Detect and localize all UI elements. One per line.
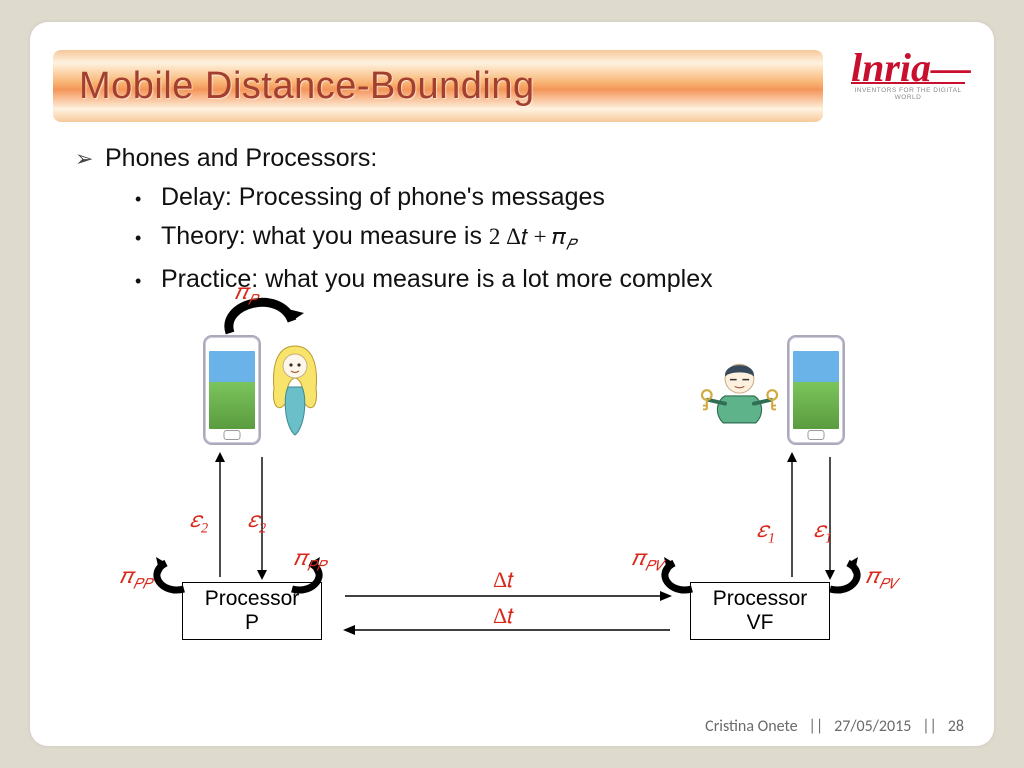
arrow-bullet-icon: ➢	[75, 146, 97, 172]
footer: Cristina Onete || 27/05/2015 || 28	[705, 717, 964, 736]
label-eps1-left: 𝜀1	[757, 517, 775, 547]
content-area: ➢ Phones and Processors: • Delay: Proces…	[75, 144, 949, 294]
footer-author: Cristina Onete	[705, 717, 797, 736]
logo-text: lnria—	[851, 54, 965, 84]
label-eps2-right: 𝜀2	[248, 507, 266, 537]
label-eps2-left: 𝜀2	[190, 507, 208, 537]
footer-date: 27/05/2015	[834, 717, 911, 736]
logo: lnria— INVENTORS FOR THE DIGITAL WORLD	[842, 54, 974, 101]
bullet-sub-1-text: Delay: Processing of phone's messages	[161, 183, 605, 212]
arrows-vertical-left	[200, 452, 290, 582]
bullet-main: ➢ Phones and Processors:	[75, 144, 949, 173]
label-pi-p: 𝜋𝑃	[235, 279, 257, 309]
boy-icon	[702, 352, 777, 437]
bullet-main-text: Phones and Processors:	[105, 144, 377, 173]
dot-bullet-icon: •	[135, 228, 147, 249]
loop-icon	[822, 557, 872, 597]
label-pi-pp-right: 𝜋𝑃𝑃	[294, 545, 326, 575]
bullet-sub-2: • Theory: what you measure is 2 Δ𝑡 + 𝜋𝑃	[135, 222, 949, 255]
label-pi-pv-right: 𝜋𝑃𝑉	[866, 563, 898, 593]
bullet-sub-1: • Delay: Processing of phone's messages	[135, 183, 949, 212]
title-bar: Mobile Distance-Bounding	[53, 50, 823, 122]
label-pi-pp-left: 𝜋𝑃𝑃	[120, 563, 152, 593]
footer-page: 28	[948, 717, 964, 736]
dot-bullet-icon: •	[135, 189, 147, 210]
phone-icon-left	[203, 335, 261, 445]
dot-bullet-icon: •	[135, 271, 147, 292]
label-eps1-right: 𝜀1	[814, 517, 832, 547]
slide-title: Mobile Distance-Bounding	[79, 65, 535, 108]
label-dt-top: Δ𝑡	[493, 567, 514, 593]
slide: Mobile Distance-Bounding lnria— INVENTOR…	[30, 22, 994, 746]
phone-icon-right	[787, 335, 845, 445]
label-dt-bottom: Δ𝑡	[493, 603, 514, 629]
girl-icon	[268, 340, 323, 440]
label-pi-pv-left: 𝜋𝑃𝑉	[632, 545, 664, 575]
processor-vf-box: ProcessorVF	[690, 582, 830, 640]
diagram: 𝜋𝑃	[30, 307, 994, 687]
logo-subtitle: INVENTORS FOR THE DIGITAL WORLD	[842, 87, 974, 101]
bullet-sub-2-text: Theory: what you measure is 2 Δ𝑡 + 𝜋𝑃	[161, 222, 576, 255]
